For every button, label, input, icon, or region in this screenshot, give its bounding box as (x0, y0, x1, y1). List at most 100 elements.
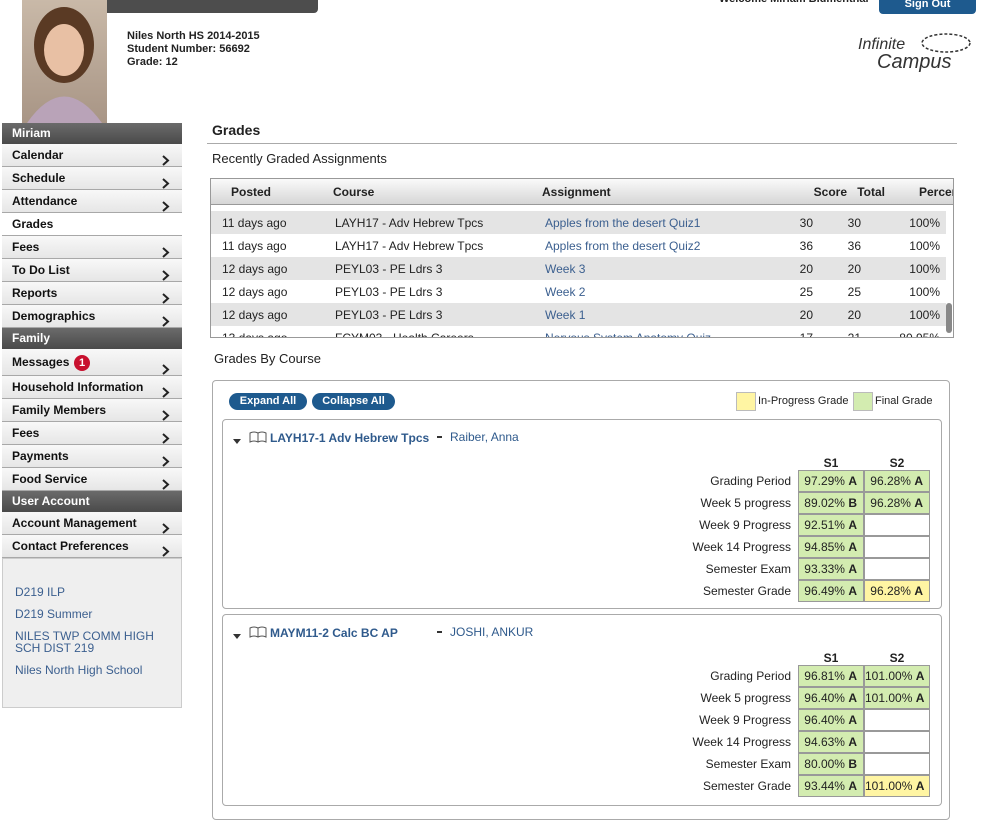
sidebar-item[interactable]: Household Information (2, 376, 182, 399)
sidebar-item[interactable]: Food Service (2, 468, 182, 491)
logo-campus: Campus (877, 51, 952, 73)
sidebar-link[interactable]: D219 Summer (15, 607, 93, 621)
table-cell: 80.95% (899, 331, 940, 338)
assignment-link[interactable]: Apples from the desert Quiz2 (545, 239, 701, 253)
grade-row-label: Week 14 Progress (692, 540, 792, 554)
assignment-link[interactable]: Week 3 (545, 262, 586, 276)
collapse-all[interactable]: Collapse All (312, 393, 395, 410)
grade-score: 94.85% (804, 540, 845, 554)
sidebar-item[interactable]: Grades (2, 213, 182, 236)
sidebar-item[interactable]: Demographics (2, 305, 182, 328)
teacher[interactable]: JOSHI, ANKUR (450, 625, 534, 639)
grade-score: 93.33% (804, 562, 845, 576)
table-cell: FCYM03 - Health Careers (335, 331, 474, 338)
chevron (162, 383, 170, 398)
assignment-link[interactable]: Nervous System Anatomy Quiz (545, 331, 712, 338)
table-row: 11 days ago LAYH17 - Adv Hebrew Tpcs Apple… (211, 211, 946, 234)
letter-grade: A (914, 496, 923, 510)
chevron (162, 151, 170, 166)
sidebar-item-label: Contact Preferences (12, 539, 129, 553)
sidebar-item[interactable]: Attendance (2, 190, 182, 213)
grade-score: 94.63% (804, 735, 845, 749)
letter-grade: A (848, 779, 857, 793)
table-cell: 36 (799, 239, 813, 253)
table-cell: 100% (909, 308, 940, 322)
chevron-icon (162, 386, 170, 398)
chevron (162, 289, 170, 304)
chevron-icon (162, 269, 170, 281)
sidebar-item-label: Schedule (12, 171, 66, 185)
sidebar-item[interactable]: Fees (2, 422, 182, 445)
grade-cell: 96.49% A (798, 580, 864, 602)
grade-cell (864, 536, 930, 558)
column-header: Assignment (542, 185, 611, 199)
sidebar-item-label: Household Information (12, 380, 144, 394)
sidebar-section: Miriam (2, 123, 182, 144)
grade-cell: 92.51% A (798, 514, 864, 536)
sign-out[interactable]: Sign Out (879, 0, 976, 14)
table-cell: 30 (799, 216, 813, 230)
table-cell: 12 days ago (222, 262, 288, 276)
grade-cell (864, 709, 930, 731)
chevron (162, 358, 170, 375)
sidebar-item[interactable]: Messages 1 (2, 349, 182, 376)
chevron (162, 406, 170, 421)
grade-cell: 96.40% A (798, 687, 864, 709)
grade-cell: 94.63% A (798, 731, 864, 753)
letter-grade: A (914, 474, 923, 488)
table-cell: PEYL03 - PE Ldrs 3 (335, 285, 443, 299)
sidebar-item[interactable]: Schedule (2, 167, 182, 190)
sidebar-item[interactable]: Account Management (2, 512, 182, 535)
letter-grade: A (848, 691, 857, 705)
course-name[interactable]: LAYH17-1 Adv Hebrew Tpcs (270, 431, 430, 445)
chevron (162, 174, 170, 189)
chevron-icon (162, 478, 170, 490)
sidebar-item[interactable]: Calendar (2, 144, 182, 167)
legend-swatch (853, 392, 873, 411)
expand-all[interactable]: Expand All (229, 393, 307, 410)
table-cell: 100% (909, 239, 940, 253)
book-icon (249, 626, 267, 638)
sidebar-item[interactable]: Contact Preferences (2, 535, 182, 558)
table-row: 12 days ago PEYL03 - PE Ldrs 3 Week 3 20 20 1… (211, 257, 946, 280)
sidebar-item[interactable]: Fees (2, 236, 182, 259)
grade-row-label: Grading Period (710, 474, 791, 488)
grade-score: 96.28% (870, 474, 911, 488)
teacher[interactable]: Raiber, Anna (450, 430, 519, 444)
letter-grade: A (848, 540, 857, 554)
sidebar-item[interactable]: To Do List (2, 259, 182, 282)
sidebar-item[interactable]: Reports (2, 282, 182, 305)
sidebar-link[interactable]: NILES TWP COMM HIGH SCH DIST 219 (15, 629, 154, 655)
book (249, 626, 267, 638)
assignment-link[interactable]: Apples from the desert Quiz1 (545, 216, 701, 230)
dash (437, 631, 442, 633)
sidebar-item[interactable]: Payments (2, 445, 182, 468)
chevron-icon (162, 292, 170, 304)
grade-row-label: Grading Period (710, 669, 791, 683)
table-cell: 20 (847, 262, 861, 276)
course-panel: LAYH17-1 Adv Hebrew Tpcs Raiber, Anna S1 S2… (222, 419, 942, 609)
logo-infinite: Infinite (858, 36, 906, 53)
letter-grade: A (848, 735, 857, 749)
chevron-icon (162, 432, 170, 444)
assignment-link[interactable]: Week 1 (545, 308, 586, 322)
chevron (162, 542, 170, 557)
table-cell: 13 days ago (222, 331, 288, 338)
table-row: 11 days ago LAYH17 - Adv Hebrew Tpcs Apple… (211, 234, 946, 257)
grade-cell: 93.44% A (798, 775, 864, 797)
sidebar-link[interactable]: D219 ILP (15, 585, 66, 599)
legend-label: Final Grade (875, 395, 933, 407)
column-header: Course (333, 185, 375, 199)
assignment-link[interactable]: Week 2 (545, 285, 586, 299)
letter-grade: B (848, 757, 857, 771)
chevron (162, 197, 170, 212)
sidebar-item[interactable]: Family Members (2, 399, 182, 422)
column-header: Percent (918, 185, 953, 199)
table-cell: 21 (847, 331, 861, 338)
sidebar-link[interactable]: Niles North High School (15, 663, 143, 677)
period-header: S2 (889, 651, 905, 665)
course-name[interactable]: MAYM11-2 Calc BC AP (270, 626, 398, 640)
grade-score: 101.00% (865, 669, 913, 683)
scrollbar-thumb (946, 303, 952, 333)
by-course-title: Grades By Course (214, 351, 321, 366)
